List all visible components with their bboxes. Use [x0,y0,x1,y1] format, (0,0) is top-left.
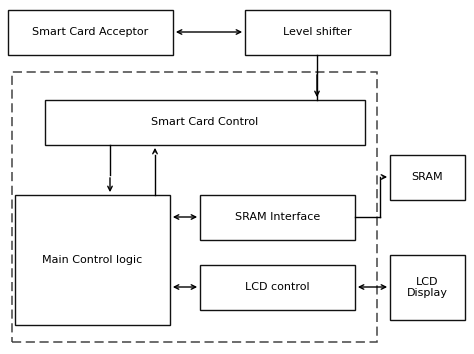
Bar [390,155,465,200]
Text: Smart Card Control: Smart Card Control [151,118,259,127]
Text: SRAM Interface: SRAM Interface [235,212,320,223]
Bar [45,100,365,145]
Bar [12,72,377,342]
Bar [15,195,170,325]
Bar [200,265,355,310]
Bar [390,255,465,320]
Text: Main Control logic: Main Control logic [42,255,143,265]
Text: Smart Card Acceptor: Smart Card Acceptor [32,28,149,38]
Text: LCD
Display: LCD Display [407,277,448,298]
Bar [245,10,390,55]
Bar [8,10,173,55]
Bar [200,195,355,240]
Text: SRAM: SRAM [412,172,443,183]
Text: LCD control: LCD control [245,282,310,292]
Text: Level shifter: Level shifter [283,28,352,38]
